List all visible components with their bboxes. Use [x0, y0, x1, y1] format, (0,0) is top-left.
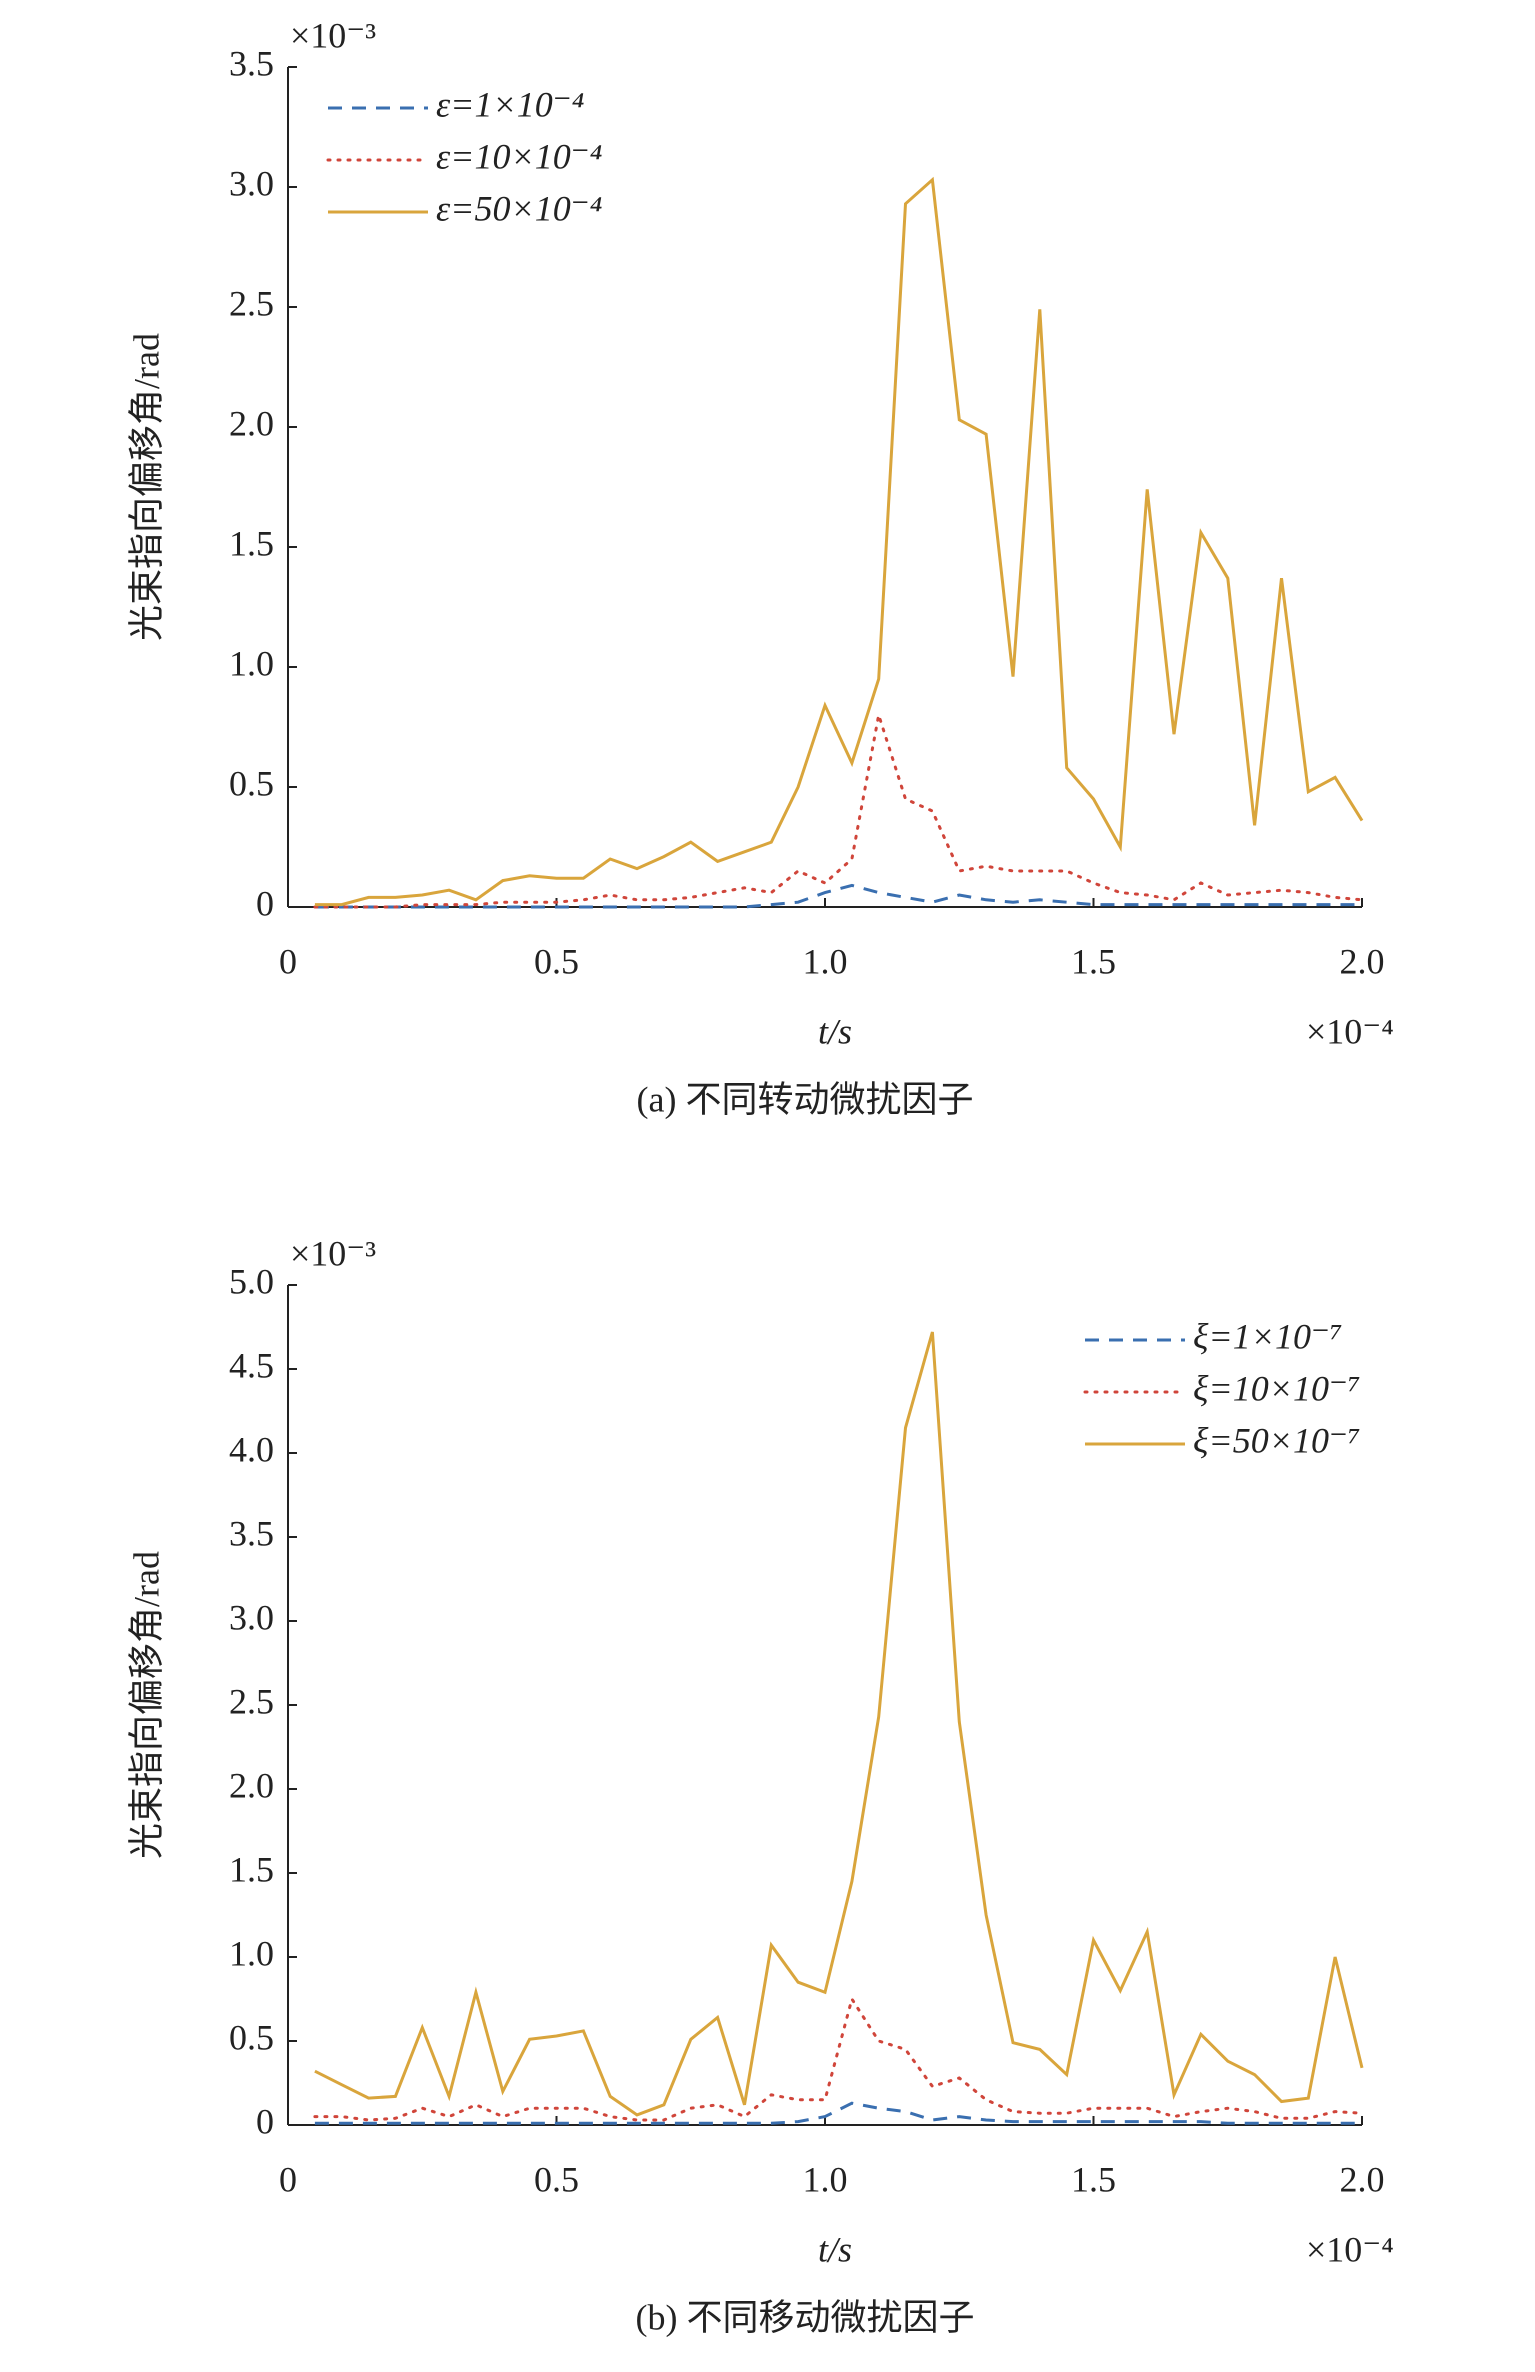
y-tick-label: 0.5 [229, 763, 274, 803]
data-line [314, 883, 1362, 909]
y-tick-label: 3.5 [229, 43, 274, 83]
y-tick-label: 3.0 [229, 163, 274, 203]
y-tick-label: 4.0 [229, 1429, 274, 1469]
x-tick-label: 0 [279, 941, 297, 981]
y-tick-label: 5.0 [229, 1261, 274, 1301]
x-tick-label: 2.0 [1340, 2159, 1385, 2199]
y-axis-label: 光束指向偏移角/rad [126, 1551, 166, 1859]
y-offset-label: ×10⁻³ [290, 15, 376, 55]
x-tick-label: 1.5 [1071, 2159, 1116, 2199]
data-line [313, 714, 1364, 909]
x-axis-label: t/s [818, 2229, 852, 2269]
legend-label: ξ=10×10⁻⁷ [1193, 1368, 1361, 1408]
legend-label: ε=1×10⁻⁴ [436, 84, 584, 124]
y-tick-label: 0 [256, 2101, 274, 2141]
legend-label: ξ=1×10⁻⁷ [1193, 1316, 1343, 1356]
legend-label: ε=10×10⁻⁴ [436, 136, 602, 176]
data-line [314, 2101, 1362, 2125]
x-tick-label: 0 [279, 2159, 297, 2199]
y-tick-label: 3.0 [229, 1597, 274, 1637]
y-tick-label: 0 [256, 883, 274, 923]
caption: (b) 不同移动微扰因子 [636, 2297, 975, 2337]
y-tick-label: 2.0 [229, 1765, 274, 1805]
data-line [314, 1331, 1364, 2117]
x-offset-label: ×10⁻⁴ [1306, 1011, 1394, 1051]
data-line [313, 1995, 1364, 2122]
x-tick-label: 1.0 [803, 941, 848, 981]
x-axis-label: t/s [818, 1011, 852, 1051]
x-tick-label: 0.5 [534, 2159, 579, 2199]
x-tick-label: 1.5 [1071, 941, 1116, 981]
y-tick-label: 2.0 [229, 403, 274, 443]
y-tick-label: 1.0 [229, 643, 274, 683]
x-offset-label: ×10⁻⁴ [1306, 2229, 1394, 2269]
y-tick-label: 4.5 [229, 1345, 274, 1385]
y-axis-label: 光束指向偏移角/rad [126, 333, 166, 641]
y-tick-label: 2.5 [229, 283, 274, 323]
y-tick-label: 1.0 [229, 1933, 274, 1973]
data-line [314, 176, 1364, 907]
y-tick-label: 2.5 [229, 1681, 274, 1721]
caption: (a) 不同转动微扰因子 [637, 1079, 974, 1119]
y-tick-label: 3.5 [229, 1513, 274, 1553]
x-tick-label: 0.5 [534, 941, 579, 981]
x-tick-label: 1.0 [803, 2159, 848, 2199]
y-tick-label: 0.5 [229, 2017, 274, 2057]
y-tick-label: 1.5 [229, 523, 274, 563]
y-offset-label: ×10⁻³ [290, 1233, 376, 1273]
legend-label: ε=50×10⁻⁴ [436, 188, 602, 228]
x-tick-label: 2.0 [1340, 941, 1385, 981]
y-tick-label: 1.5 [229, 1849, 274, 1889]
legend-label: ξ=50×10⁻⁷ [1193, 1420, 1361, 1460]
